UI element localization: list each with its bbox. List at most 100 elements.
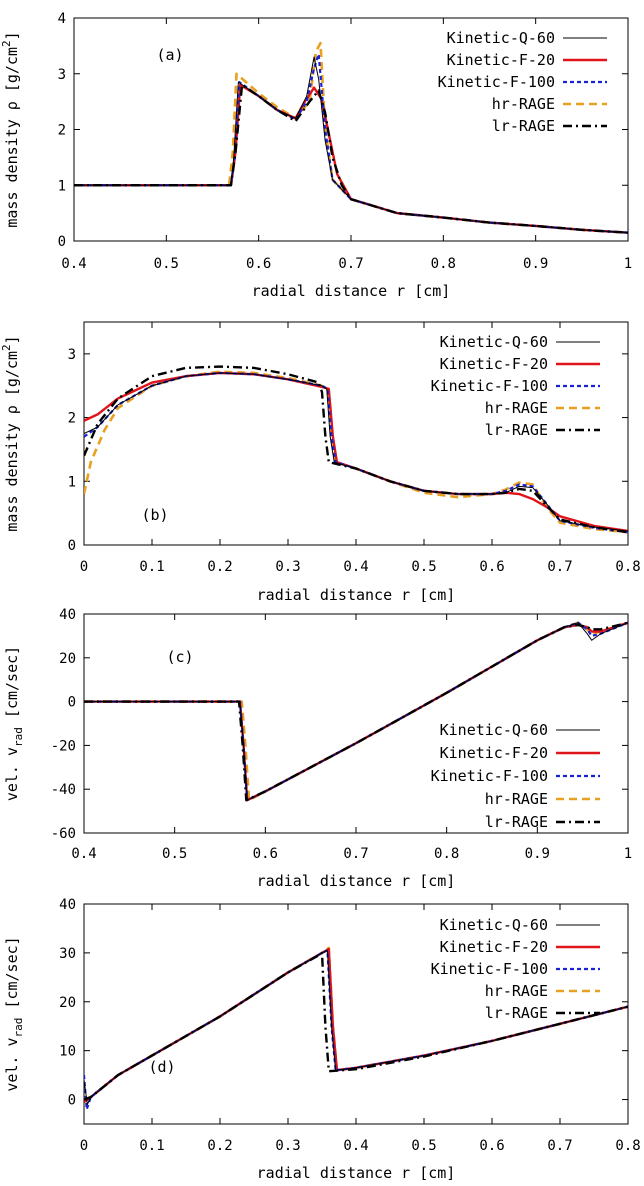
x-axis-label: radial distance r [cm] [257, 1164, 456, 1182]
panel-label: (d) [148, 1058, 175, 1076]
legend-entry-label: Kinetic-Q-60 [440, 333, 548, 351]
series-group [84, 365, 628, 534]
legend: Kinetic-Q-60 Kinetic-F-20 Kinetic-F-100 hr-… [431, 916, 600, 1022]
svg-text:mass density ρ [g/cm2]: mass density ρ [g/cm2] [0, 31, 21, 227]
y-tick-label: 2 [68, 411, 76, 427]
legend-entry-label: Kinetic-Q-60 [440, 916, 548, 934]
y-tick-label: 0 [68, 538, 76, 554]
legend: Kinetic-Q-60 Kinetic-F-20 Kinetic-F-100 hr-… [431, 333, 600, 439]
x-tick-label: 0.2 [207, 559, 232, 575]
legend-entry-label: Kinetic-F-100 [438, 73, 555, 91]
y-tick-label: 0 [68, 695, 76, 711]
legend: Kinetic-Q-60 Kinetic-F-20 Kinetic-F-100 hr-… [431, 721, 600, 831]
series-line-kinetic-q-60 [84, 372, 628, 532]
svg-text:vel. vrad [cm/sec]: vel. vrad [cm/sec] [3, 646, 25, 801]
svg-text:mass density ρ [g/cm2]: mass density ρ [g/cm2] [0, 335, 21, 531]
legend-entry-label: Kinetic-F-100 [431, 960, 548, 978]
y-axis-label: mass density ρ [g/cm2] [0, 335, 21, 531]
y-tick-label: -20 [51, 738, 76, 754]
x-tick-label: 0.6 [246, 256, 271, 272]
y-tick-label: 30 [59, 946, 76, 962]
y-tick-label: -60 [51, 826, 76, 842]
legend-entry-label: hr-RAGE [485, 982, 548, 1000]
legend: Kinetic-Q-60 Kinetic-F-20 Kinetic-F-100 hr-… [438, 29, 607, 135]
x-tick-label: 0.5 [154, 256, 179, 272]
x-axis-label: radial distance r [cm] [252, 282, 451, 300]
x-tick-label: 1 [624, 256, 632, 272]
legend-entry-label: Kinetic-F-100 [431, 377, 548, 395]
y-tick-label: 20 [59, 995, 76, 1011]
legend-entry-label: lr-RAGE [485, 1004, 548, 1022]
y-tick-label: 0 [58, 234, 66, 250]
x-tick-label: 0.6 [479, 559, 504, 575]
y-tick-label: 1 [58, 178, 66, 194]
x-axis-label: radial distance r [cm] [257, 872, 456, 890]
y-tick-label: 40 [59, 607, 76, 623]
x-tick-label: 0.4 [61, 256, 86, 272]
x-tick-label: 0.1 [139, 1138, 164, 1154]
legend-entry-label: Kinetic-Q-60 [440, 721, 548, 739]
x-tick-label: 1 [624, 846, 632, 862]
x-tick-label: 0.5 [162, 846, 187, 862]
y-axis-label: vel. vrad [cm/sec] [3, 936, 25, 1091]
x-tick-label: 0.8 [434, 846, 459, 862]
y-tick-label: 40 [59, 897, 76, 913]
legend-entry-label: Kinetic-F-20 [440, 938, 548, 956]
panel-label: (a) [156, 46, 183, 64]
series-group [74, 41, 628, 234]
legend-entry-label: hr-RAGE [492, 95, 555, 113]
series-line-hr-rage [74, 41, 628, 234]
legend-entry-label: hr-RAGE [485, 790, 548, 808]
x-tick-label: 0.7 [547, 1138, 572, 1154]
x-axis-label: radial distance r [cm] [257, 586, 456, 604]
y-tick-label: 2 [58, 123, 66, 139]
x-tick-label: 0.4 [71, 846, 96, 862]
legend-entry-label: hr-RAGE [485, 399, 548, 417]
panel-label: (c) [166, 648, 193, 666]
x-tick-label: 0 [80, 1138, 88, 1154]
panel-label: (b) [141, 506, 168, 524]
x-tick-label: 0.7 [547, 559, 572, 575]
x-tick-label: 0.9 [523, 256, 548, 272]
x-tick-label: 0.4 [343, 1138, 368, 1154]
legend-entry-label: Kinetic-F-20 [447, 51, 555, 69]
x-tick-label: 0.6 [253, 846, 278, 862]
y-tick-label: 10 [59, 1044, 76, 1060]
series-group [84, 621, 628, 802]
x-tick-label: 0.8 [615, 559, 640, 575]
legend-entry-label: Kinetic-F-20 [440, 355, 548, 373]
x-tick-label: 0.8 [615, 1138, 640, 1154]
legend-entry-label: Kinetic-Q-60 [447, 29, 555, 47]
svg-text:vel. vrad [cm/sec]: vel. vrad [cm/sec] [3, 936, 25, 1091]
series-line-lr-rage [84, 951, 628, 1101]
series-group [84, 946, 628, 1111]
y-tick-label: 3 [58, 67, 66, 83]
y-tick-label: 20 [59, 651, 76, 667]
y-tick-label: 4 [58, 11, 66, 27]
x-tick-label: 0.8 [431, 256, 456, 272]
chart-panel-d: 0 0.1 0.2 0.3 0.4 0.5 0.6 0.7 0.8 0 10 20 30 40 radial… [3, 897, 641, 1182]
x-tick-label: 0.7 [343, 846, 368, 862]
chart-panel-b: 0 0.1 0.2 0.3 0.4 0.5 0.6 0.7 0.8 0 1 2 3 radial dist… [0, 321, 641, 604]
legend-entry-label: lr-RAGE [492, 117, 555, 135]
x-tick-label: 0.5 [411, 559, 436, 575]
x-tick-label: 0.3 [275, 559, 300, 575]
x-tick-label: 0.4 [343, 559, 368, 575]
y-tick-label: 0 [68, 1093, 76, 1109]
series-line-kinetic-q-60 [74, 56, 628, 234]
y-tick-label: -40 [51, 782, 76, 798]
x-tick-label: 0.1 [139, 559, 164, 575]
x-tick-label: 0.2 [207, 1138, 232, 1154]
series-line-kinetic-q-60 [84, 949, 628, 1105]
y-tick-label: 3 [68, 347, 76, 363]
series-line-kinetic-q-60 [84, 622, 628, 801]
legend-entry-label: Kinetic-F-100 [431, 767, 548, 785]
legend-entry-label: lr-RAGE [485, 813, 548, 831]
chart-panel-c: 0.4 0.5 0.6 0.7 0.8 0.9 1 -60 -40 -20 0 20 40 radial … [3, 607, 632, 890]
y-tick-label: 1 [68, 474, 76, 490]
x-tick-label: 0.5 [411, 1138, 436, 1154]
x-tick-label: 0.7 [338, 256, 363, 272]
y-axis-label: vel. vrad [cm/sec] [3, 646, 25, 801]
y-axis-label: mass density ρ [g/cm2] [0, 31, 21, 227]
